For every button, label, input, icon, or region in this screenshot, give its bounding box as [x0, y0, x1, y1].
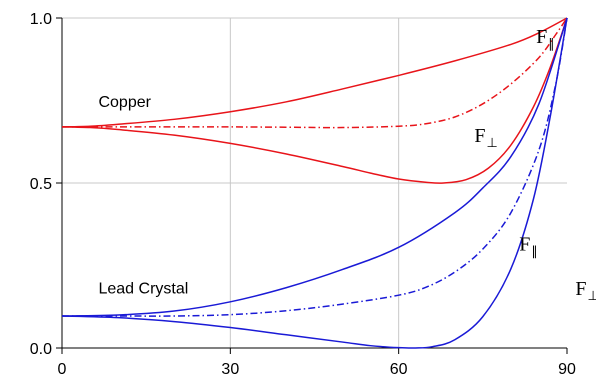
annotation-label-0: Copper: [98, 94, 151, 111]
annotation-f-label-4: F∥: [519, 234, 538, 260]
series-line-2: [61, 17, 568, 184]
y-tick-label-0: 0.0: [30, 341, 52, 358]
x-tick-label-3: 90: [558, 361, 576, 378]
series-line-3: [61, 17, 568, 317]
axes: [56, 17, 568, 354]
annotations: Copper Lead Crystal F∥ F⊥ F∥ F⊥: [98, 26, 596, 304]
annotation-f-label-3: F⊥: [474, 125, 497, 151]
y-tick-label-2: 1.0: [30, 11, 52, 28]
series-line-4: [61, 17, 568, 317]
series-lines: [61, 17, 568, 349]
series-line-5: [61, 17, 568, 349]
series-line-1: [61, 17, 568, 129]
x-tick-label-0: 0: [58, 361, 67, 378]
x-tick-label-1: 30: [221, 361, 239, 378]
annotation-f-label-2: F∥: [536, 26, 555, 52]
annotation-label-1: Lead Crystal: [98, 281, 188, 298]
x-tick-label-2: 60: [390, 361, 408, 378]
grid-lines: [62, 17, 567, 348]
y-tick-label-1: 0.5: [30, 176, 52, 193]
tick-labels: 0 30 60 90 0.0 0.5 1.0: [30, 11, 576, 378]
annotation-f-label-5: F⊥: [575, 278, 596, 304]
series-line-0: [61, 17, 568, 128]
